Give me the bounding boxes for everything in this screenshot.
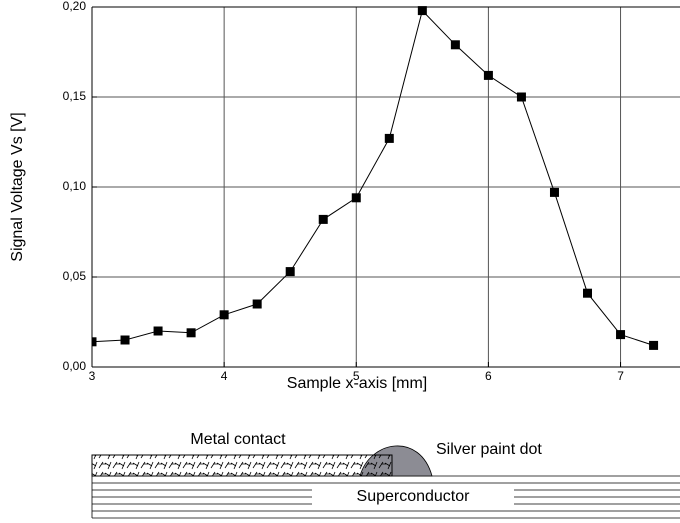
data-point	[351, 193, 361, 203]
y-tick-label: 0,15	[63, 89, 87, 103]
x-tick-label: 6	[485, 369, 492, 383]
data-point	[318, 214, 328, 224]
data-point	[549, 187, 559, 197]
x-axis-label: Sample x-axis [mm]	[287, 375, 427, 392]
superconductor-label: Superconductor	[357, 488, 471, 505]
data-point	[186, 328, 196, 338]
data-point	[219, 310, 229, 320]
sample-diagram: Superconductor Metal contact Silver pain…	[91, 431, 680, 519]
data-point	[649, 340, 659, 350]
series	[92, 6, 659, 350]
x-tick-label: 3	[89, 369, 96, 383]
x-tick-label: 4	[221, 369, 228, 383]
metal-contact	[91, 454, 393, 477]
y-axis-label: Signal Voltage Vs [V]	[9, 112, 26, 261]
data-point	[450, 40, 460, 50]
y-tick-label: 0,10	[63, 179, 87, 193]
silver-dot-label: Silver paint dot	[436, 441, 542, 458]
data-point	[120, 335, 130, 345]
data-point	[483, 70, 493, 80]
data-point	[285, 267, 295, 277]
label-background	[312, 487, 514, 507]
plot-area: 0,00 0,05 0,10 0,15 0,20 3 4 5 6 7	[63, 0, 680, 383]
data-point	[616, 330, 626, 340]
data-point	[516, 92, 526, 102]
data-point	[417, 6, 427, 16]
y-tick-label: 0,00	[63, 359, 87, 373]
data-point	[583, 288, 593, 298]
data-point	[252, 299, 262, 309]
x-tick-label: 5	[353, 369, 360, 383]
data-point	[92, 337, 97, 347]
y-tick-label: 0,20	[63, 0, 87, 13]
y-tick-label: 0,05	[63, 269, 87, 283]
data-point	[384, 133, 394, 143]
data-point	[153, 326, 163, 336]
x-tick-label: 7	[617, 369, 624, 383]
metal-contact-label: Metal contact	[190, 431, 286, 448]
data-line	[92, 9, 654, 346]
